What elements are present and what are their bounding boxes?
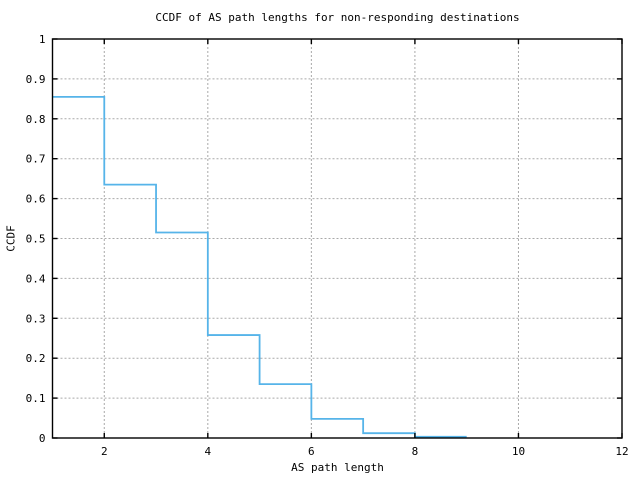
x-tick-label: 8 [412, 445, 419, 458]
ccdf-step-line [52, 95, 467, 438]
x-axis-label: AS path length [291, 461, 384, 474]
y-axis-label: CCDF [4, 225, 18, 252]
y-tick-label: 0.5 [26, 233, 46, 246]
y-tick-label: 0.3 [26, 312, 46, 325]
y-tick-label: 0.2 [26, 352, 46, 365]
y-tick-label: 0.6 [26, 193, 46, 206]
y-tick-label: 0.4 [26, 272, 46, 285]
x-tick-label: 12 [615, 445, 628, 458]
y-tick-label: 1 [39, 33, 46, 46]
x-tick-label: 10 [512, 445, 525, 458]
x-tick-label: 6 [308, 445, 315, 458]
y-tick-label: 0.1 [26, 392, 46, 405]
y-tick-label: 0.7 [26, 153, 46, 166]
y-tick-label: 0.9 [26, 73, 46, 86]
chart-title: CCDF of AS path lengths for non-respondi… [155, 11, 520, 24]
x-tick-label: 2 [101, 445, 108, 458]
x-tick-label: 4 [205, 445, 212, 458]
y-tick-label: 0.8 [26, 113, 46, 126]
y-tick-label: 0 [39, 432, 46, 445]
